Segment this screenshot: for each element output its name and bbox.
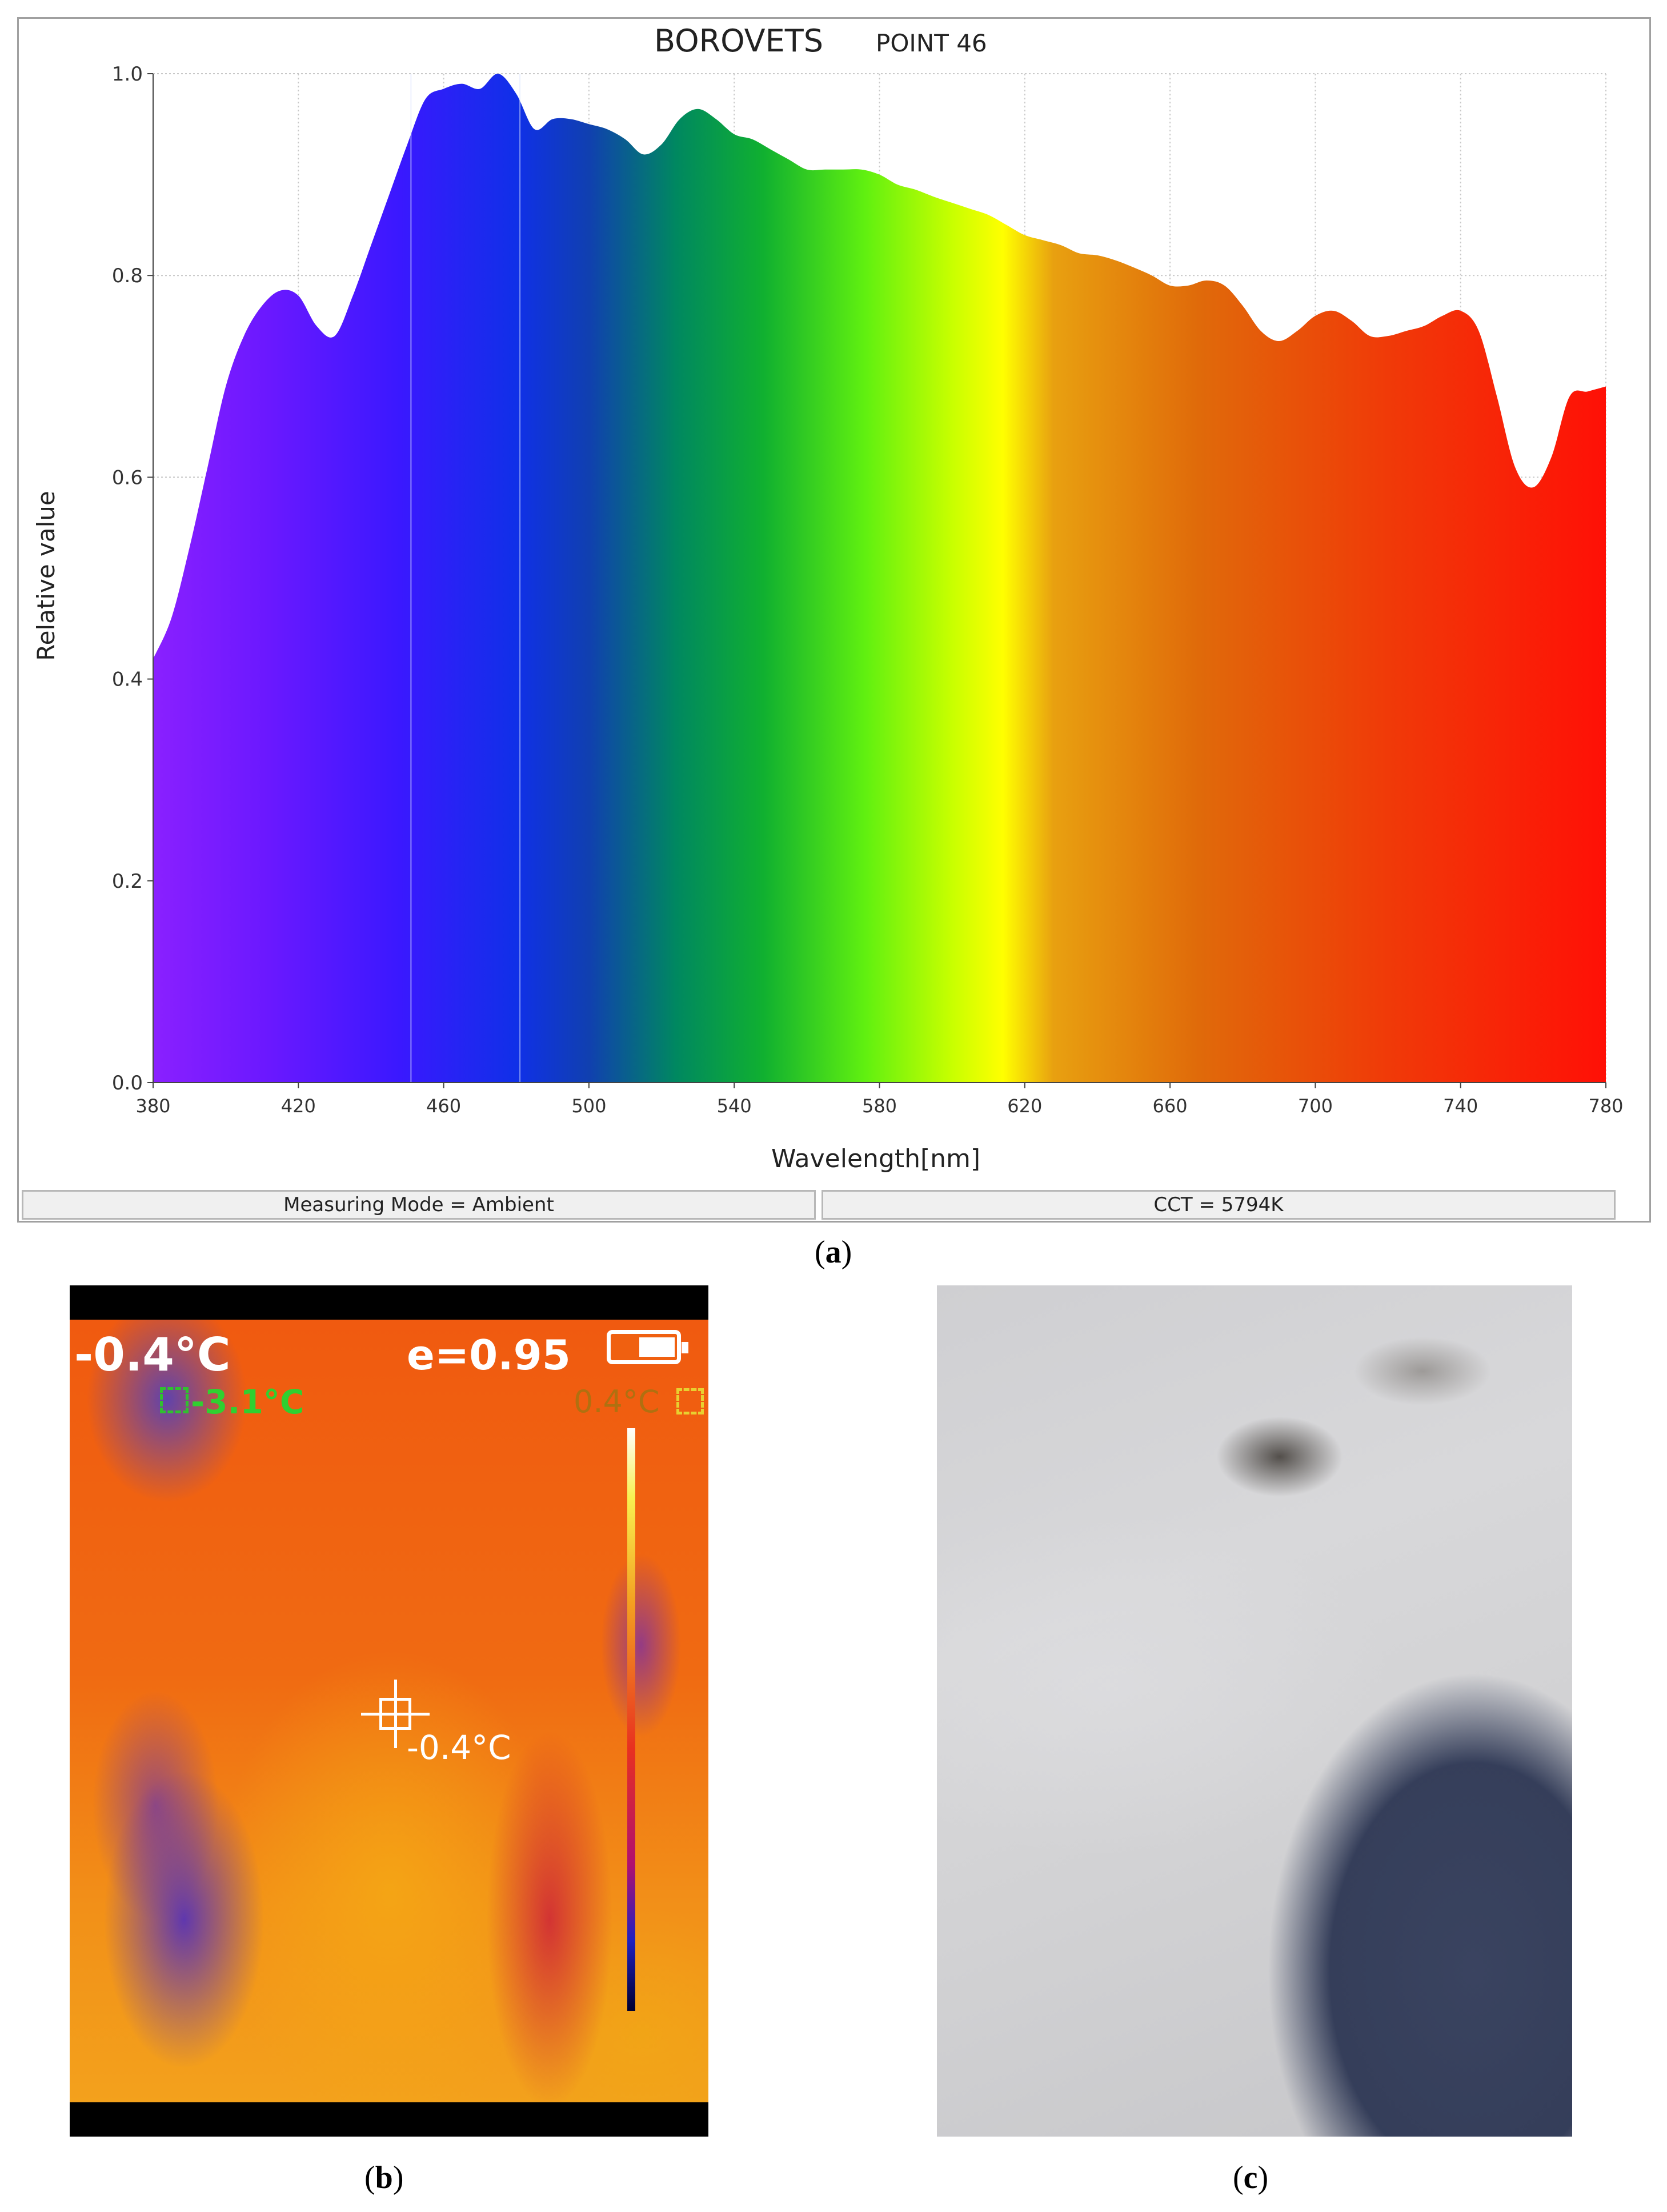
x-axis-label: Wavelength[nm] [771, 1144, 980, 1173]
min-temperature-readout: -3.1°C [191, 1382, 304, 1421]
x-tick-label: 380 [135, 1095, 170, 1117]
caption-c: (c) [1233, 2160, 1269, 2195]
y-tick-label: 0.0 [112, 1072, 143, 1095]
main-temperature-readout: -0.4°C [74, 1328, 231, 1381]
caption-b: (b) [364, 2160, 404, 2195]
thermal-image [70, 1320, 708, 2102]
thermal-image-panel: -0.4°C e=0.95 -3.1°C 0.4°C -0.4°C [70, 1285, 708, 2137]
x-tick-label: 500 [571, 1095, 606, 1117]
center-temperature-readout: -0.4°C [407, 1728, 511, 1767]
x-tick-label: 660 [1153, 1095, 1188, 1117]
y-tick-label: 1.0 [112, 63, 143, 86]
caption-a: (a) [815, 1235, 852, 1270]
thermal-color-scale [627, 1428, 635, 2011]
y-tick-label: 0.6 [112, 466, 143, 489]
battery-icon [607, 1330, 688, 1364]
cct-status: CCT = 5794K [822, 1190, 1616, 1220]
y-tick-label: 0.2 [112, 870, 143, 893]
spectrum-chart: 380 420 460 500 540 580 620 660 700 740 780 0.0 0.2 0… [32, 23, 1624, 1173]
chart-title: BOROVETS [654, 23, 823, 59]
x-tick-label: 420 [281, 1095, 316, 1117]
chart-subtitle: POINT 46 [876, 29, 987, 57]
min-temp-marker-icon [160, 1387, 189, 1413]
x-tick-label: 740 [1443, 1095, 1478, 1117]
emissivity-readout: e=0.95 [407, 1331, 571, 1379]
snow-photo [937, 1285, 1572, 2137]
axis-ticks: 380 420 460 500 540 580 620 660 700 740 780 0.0 0.2 0… [112, 63, 1624, 1117]
measuring-mode-status: Measuring Mode = Ambient [22, 1190, 816, 1220]
max-temp-marker-icon [676, 1388, 704, 1414]
x-tick-label: 700 [1298, 1095, 1333, 1117]
wavelength-markers [410, 74, 521, 1083]
crosshair-icon [361, 1680, 430, 1748]
y-tick-label: 0.4 [112, 668, 143, 691]
x-tick-label: 540 [717, 1095, 752, 1117]
spectrum-area [153, 73, 1606, 1083]
y-axis-label: Relative value [32, 491, 60, 660]
spectrum-chart-panel: 380 420 460 500 540 580 620 660 700 740 780 0.0 0.2 0… [17, 17, 1651, 1223]
max-temperature-readout: 0.4°C [574, 1384, 660, 1420]
x-tick-label: 580 [862, 1095, 897, 1117]
x-tick-label: 780 [1588, 1095, 1623, 1117]
x-tick-label: 620 [1007, 1095, 1042, 1117]
y-tick-label: 0.8 [112, 265, 143, 287]
x-tick-label: 460 [426, 1095, 461, 1117]
